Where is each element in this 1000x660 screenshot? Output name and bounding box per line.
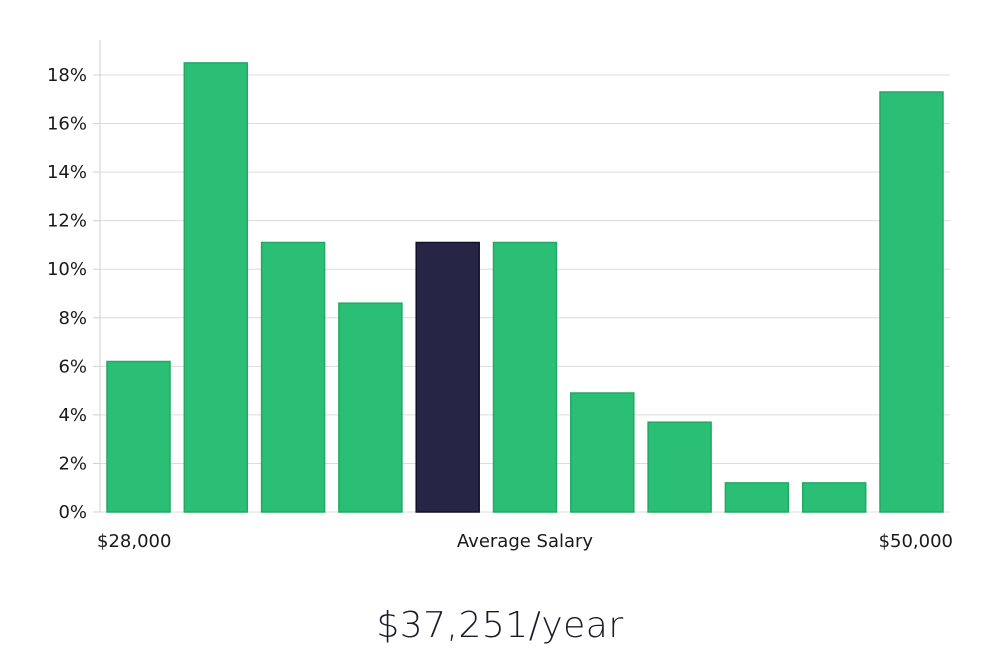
y-tick-label: 16% (47, 114, 87, 135)
bar-average-salary (415, 241, 480, 513)
y-tick-label: 6% (58, 356, 87, 377)
bar (183, 62, 249, 513)
bar (879, 91, 944, 513)
average-salary-caption: $37,251/year (376, 605, 624, 646)
y-tick-labels: 0% 2% 4% 6% 8% 10% 12% 14% 16% 18% (47, 65, 87, 523)
y-tick-label: 18% (47, 65, 87, 86)
y-tick-label: 8% (58, 308, 87, 329)
bar (647, 421, 712, 513)
chart-canvas: 0% 2% 4% 6% 8% 10% 12% 14% 16% 18% $28,000 Averag… (47, 40, 953, 552)
bar (338, 302, 403, 513)
bar (260, 241, 326, 513)
y-tick-label: 4% (58, 405, 87, 426)
bar (801, 482, 867, 513)
bar (492, 241, 558, 513)
y-tick-label: 10% (47, 259, 87, 280)
bars (106, 62, 944, 513)
y-tick-label: 14% (47, 162, 87, 183)
y-tick-label: 12% (47, 211, 87, 232)
bar (724, 482, 790, 513)
bar (106, 360, 171, 513)
y-tick-label: 0% (58, 502, 87, 523)
x-axis-max-label: $50,000 (879, 531, 953, 552)
bar (570, 392, 635, 513)
x-axis-min-label: $28,000 (97, 531, 171, 552)
y-tick-label: 2% (58, 453, 87, 474)
x-axis-title: Average Salary (457, 531, 594, 552)
